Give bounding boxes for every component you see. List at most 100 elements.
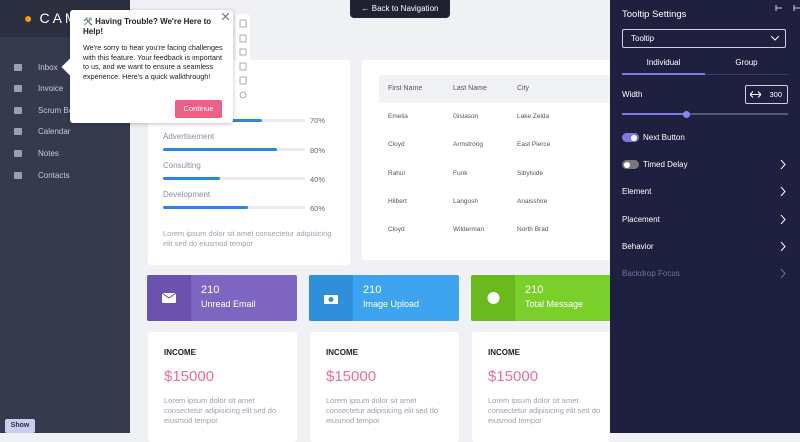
income-title: INCOME bbox=[488, 348, 520, 357]
table-cell: Funk bbox=[453, 169, 468, 177]
tab[interactable]: Individual bbox=[646, 58, 681, 67]
table-cell: Emelia bbox=[388, 113, 408, 120]
width-input[interactable]: 300 bbox=[745, 85, 788, 104]
stat-label: Unread Email bbox=[201, 299, 256, 309]
back-button[interactable]: ← Back to Navigation bbox=[350, 0, 450, 18]
close-button[interactable] bbox=[222, 13, 229, 20]
table-cell: Lake Zelda bbox=[517, 113, 550, 120]
income-title: INCOME bbox=[164, 348, 196, 357]
nav-label: Scrum Board bbox=[38, 106, 85, 115]
stat-card: 210 Unread Email bbox=[147, 275, 297, 321]
nav-item[interactable]: Scrum Board bbox=[14, 106, 85, 115]
income-amount: $15000 bbox=[326, 368, 377, 385]
slider-track[interactable] bbox=[622, 110, 788, 118]
mail-icon bbox=[162, 293, 176, 303]
table-cell: East Pierce bbox=[517, 141, 551, 149]
show-button[interactable]: Show bbox=[5, 419, 35, 433]
nav-label: Invoice bbox=[38, 84, 64, 93]
nav-item[interactable]: Notes bbox=[14, 149, 59, 158]
toggle-on[interactable] bbox=[622, 133, 639, 142]
tooltip-title: 🛠️ Having Trouble? We're Here to Help! bbox=[83, 17, 212, 36]
stat-value: 210 bbox=[363, 284, 382, 296]
toolbar bbox=[236, 14, 250, 102]
option-label[interactable]: Behavior bbox=[622, 242, 654, 251]
option-label[interactable]: Element bbox=[622, 187, 652, 196]
nav-label: Contacts bbox=[38, 171, 70, 180]
progress-fill bbox=[163, 148, 277, 151]
slider-thumb[interactable] bbox=[683, 110, 690, 118]
table-cell: Langosh bbox=[453, 197, 478, 205]
table-header-cell: First Name bbox=[388, 85, 423, 92]
income-card: INCOME $15000 Lorem ipsum dolor sit amet c… bbox=[310, 332, 459, 442]
toolbar-icons bbox=[239, 19, 247, 99]
income-card: INCOME $15000 Lorem ipsum dolor sit amet c… bbox=[148, 332, 297, 442]
select-caret bbox=[771, 36, 779, 41]
stat-card: 210 Image Upload bbox=[309, 275, 459, 321]
table-cell: Armstrong bbox=[453, 141, 483, 149]
progress-label: Development bbox=[163, 190, 211, 199]
camera-icon bbox=[324, 294, 338, 304]
nav-item[interactable]: Calendar bbox=[14, 127, 70, 136]
nav-item[interactable]: Invoice bbox=[14, 84, 63, 93]
table-cell: Hilbert bbox=[388, 197, 407, 205]
track bbox=[163, 206, 305, 209]
table-cell: Sibylside bbox=[517, 169, 544, 177]
nav-label: Calendar bbox=[38, 127, 71, 136]
tab[interactable]: Group bbox=[735, 58, 758, 67]
settings-panel: Tooltip Settings Tooltip Individual Grou… bbox=[610, 0, 800, 433]
progress-value: 80% bbox=[310, 146, 326, 155]
table-card: First Name Last Name City Emelia Gislason Lak… bbox=[362, 60, 610, 260]
option-label[interactable]: Backdrop Focus bbox=[622, 269, 680, 278]
width-label: Width bbox=[622, 90, 643, 99]
option-label: Timed Delay bbox=[643, 160, 688, 169]
table-header-cell: Last Name bbox=[453, 85, 487, 92]
stat-value: 210 bbox=[201, 284, 220, 296]
select-value: Tooltip bbox=[631, 34, 655, 43]
progress-value: 40% bbox=[310, 175, 326, 184]
progress-label: Consulting bbox=[163, 161, 201, 170]
progress-text: Lorem ipsum dolor sit amet consectetur a… bbox=[163, 229, 332, 248]
progress-label: Advertisement bbox=[163, 132, 215, 141]
panel-controls[interactable] bbox=[774, 4, 800, 12]
chat-icon bbox=[487, 292, 499, 304]
stat-card: 210 Total Message bbox=[471, 275, 610, 321]
option-label: Next Button bbox=[643, 133, 685, 142]
table-cell: Anaisshire bbox=[517, 197, 548, 205]
nav-item[interactable]: Contacts bbox=[14, 171, 70, 180]
income-text: Lorem ipsum dolor sit amet consectetur a… bbox=[488, 396, 601, 425]
progress-value: 70% bbox=[310, 116, 326, 125]
income-title: INCOME bbox=[326, 348, 358, 357]
table-header-cell: City bbox=[517, 85, 530, 92]
nav-item[interactable]: Inbox bbox=[14, 63, 58, 72]
chevron bbox=[780, 215, 786, 224]
tooltip-popup: 🛠️ Having Trouble? We're Here to Help! W… bbox=[61, 10, 233, 123]
progress-value: 60% bbox=[310, 204, 326, 213]
divider bbox=[622, 74, 788, 75]
table-cell: North Brad bbox=[517, 226, 549, 234]
income-text: Lorem ipsum dolor sit amet consectetur a… bbox=[326, 396, 439, 425]
tooltip-body: We're sorry to hear you're facing challe… bbox=[83, 43, 223, 81]
table-cell: Gislason bbox=[453, 113, 479, 120]
table-cell: Wilderman bbox=[453, 226, 485, 234]
resize-icon bbox=[750, 91, 761, 98]
chevron bbox=[780, 187, 786, 196]
table-header bbox=[379, 75, 610, 103]
select-box[interactable]: Tooltip bbox=[622, 29, 786, 48]
stat-icon bbox=[471, 275, 515, 321]
chevron bbox=[780, 269, 786, 278]
income-card: INCOME $15000 Lorem ipsum dolor sit amet c… bbox=[472, 332, 610, 442]
income-text: Lorem ipsum dolor sit amet consectetur a… bbox=[164, 396, 277, 425]
income-amount: $15000 bbox=[164, 368, 215, 385]
option-label[interactable]: Placement bbox=[622, 215, 660, 224]
continue-button[interactable]: Continue bbox=[175, 100, 222, 118]
progress-fill bbox=[163, 177, 220, 180]
track bbox=[163, 148, 305, 151]
income-amount: $15000 bbox=[488, 368, 539, 385]
table-cell: Cloyd bbox=[388, 226, 405, 234]
stat-icon bbox=[147, 275, 191, 321]
toggle-off[interactable] bbox=[622, 160, 639, 169]
tab-underline bbox=[622, 73, 705, 75]
stat-label: Image Upload bbox=[363, 299, 420, 309]
width-value: 300 bbox=[769, 90, 782, 99]
